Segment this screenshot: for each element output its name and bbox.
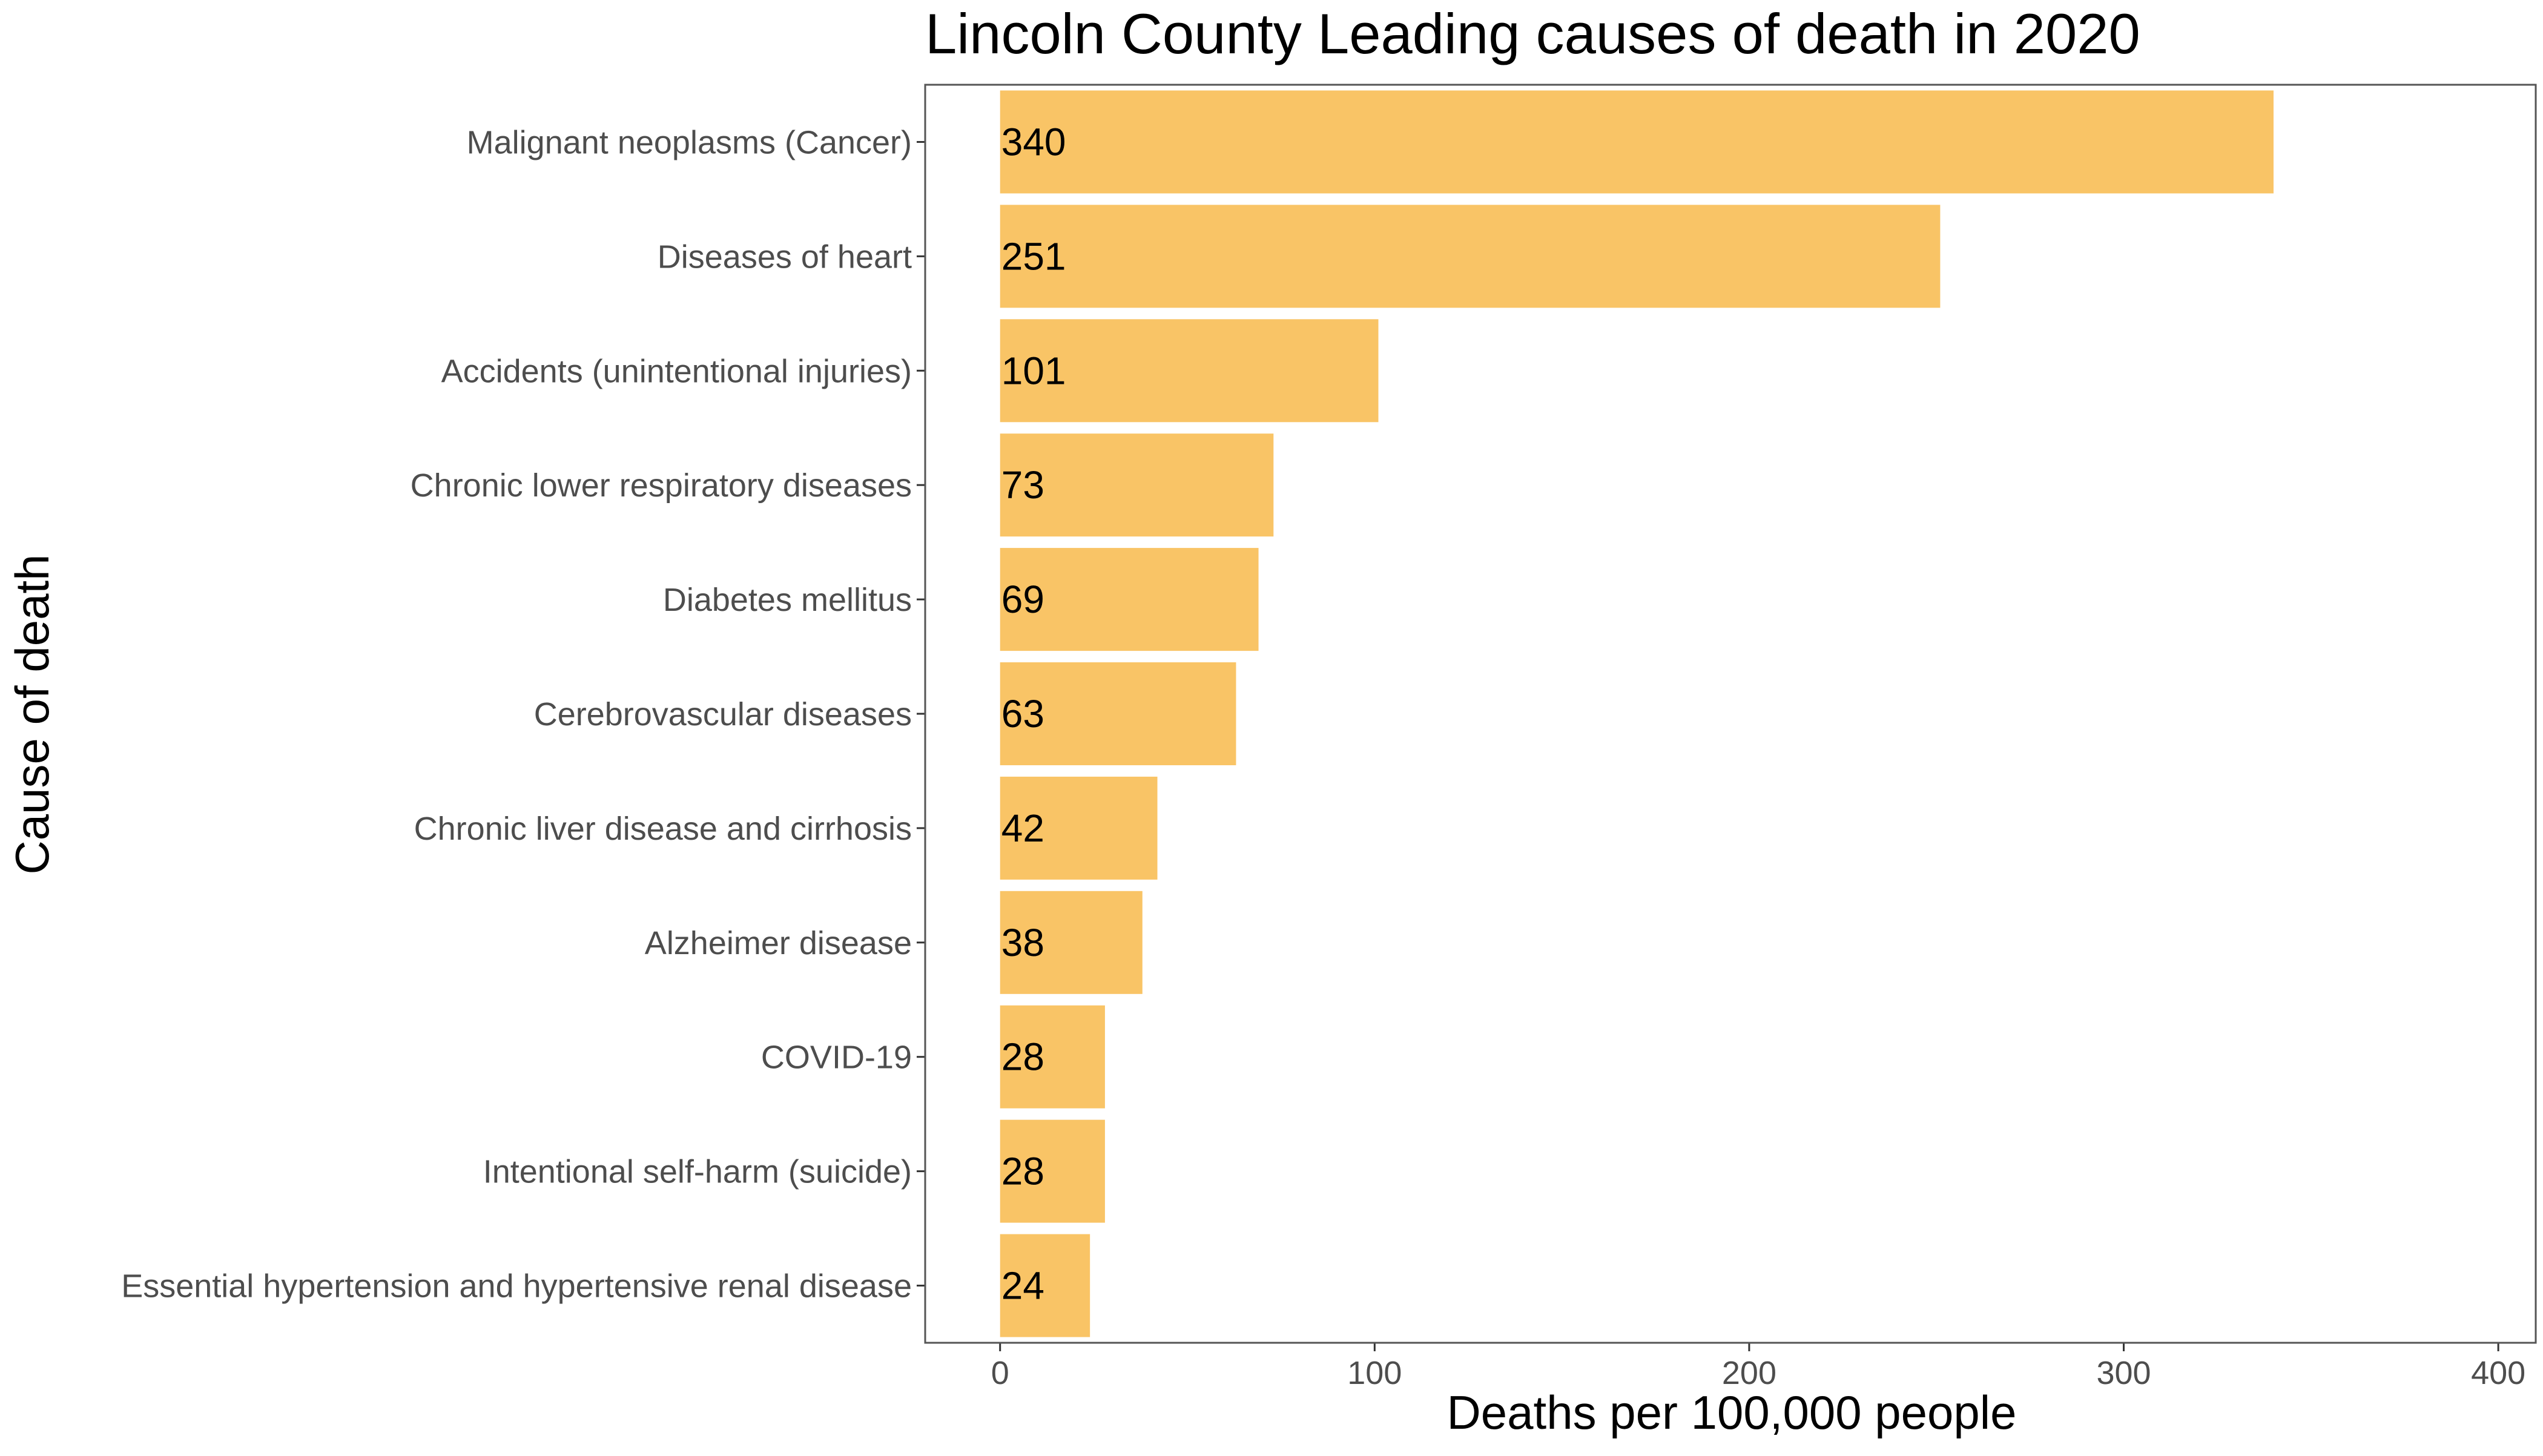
- bar-value-label: 73: [1001, 463, 1044, 507]
- x-tick-label: 400: [2471, 1355, 2525, 1391]
- x-tick-label: 300: [2096, 1355, 2151, 1391]
- x-axis: 0 100 200 300 400: [991, 1343, 2525, 1391]
- bar: [1000, 548, 1259, 651]
- category-label: Chronic lower respiratory diseases: [411, 467, 912, 504]
- category-label: Chronic liver disease and cirrhosis: [414, 811, 912, 847]
- bar: [1000, 205, 1941, 308]
- bar-value-label: 24: [1001, 1264, 1044, 1308]
- plot-frame: [924, 84, 2537, 1344]
- x-tick-label: 200: [1722, 1355, 1776, 1391]
- category-label: Cerebrovascular diseases: [534, 696, 912, 733]
- bar-value-label: 101: [1001, 349, 1066, 392]
- bar-value-label: 38: [1001, 921, 1044, 964]
- y-axis-title: Cause of death: [5, 554, 59, 874]
- x-tick-label: 100: [1347, 1355, 1402, 1391]
- chart-title: Lincoln County Leading causes of death i…: [925, 2, 2140, 65]
- bar-value-label: 63: [1001, 692, 1044, 736]
- bar: [1000, 1005, 1105, 1108]
- category-label: Essential hypertension and hypertensive …: [121, 1268, 912, 1305]
- bar: [1000, 1234, 1090, 1337]
- category-label: Accidents (unintentional injuries): [441, 353, 912, 389]
- bar: [1000, 90, 2274, 194]
- bar-value-label: 340: [1001, 120, 1066, 163]
- bar: [1000, 433, 1274, 537]
- bar-value-label: 42: [1001, 806, 1044, 850]
- bar-value-label: 69: [1001, 578, 1044, 621]
- bars: 340 251 101 73 69 63 42 38 28 28 24: [1000, 90, 2274, 1337]
- category-label: Alzheimer disease: [645, 925, 912, 961]
- bar-value-label: 251: [1001, 234, 1066, 278]
- bar: [1000, 1119, 1105, 1223]
- x-tick-label: 0: [991, 1355, 1009, 1391]
- category-label: COVID-19: [761, 1039, 912, 1076]
- x-axis-title: Deaths per 100,000 people: [1446, 1386, 2016, 1439]
- bar-value-label: 28: [1001, 1150, 1044, 1193]
- bar: [1000, 776, 1158, 880]
- bar: [1000, 662, 1236, 766]
- bar: [1000, 891, 1143, 994]
- bar-value-label: 28: [1001, 1035, 1044, 1079]
- bar: [1000, 319, 1379, 423]
- category-label: Intentional self-harm (suicide): [483, 1154, 912, 1190]
- y-axis: Malignant neoplasms (Cancer) Diseases of …: [121, 124, 925, 1305]
- category-label: Diabetes mellitus: [663, 582, 912, 618]
- category-label: Malignant neoplasms (Cancer): [467, 124, 912, 160]
- category-label: Diseases of heart: [658, 239, 912, 275]
